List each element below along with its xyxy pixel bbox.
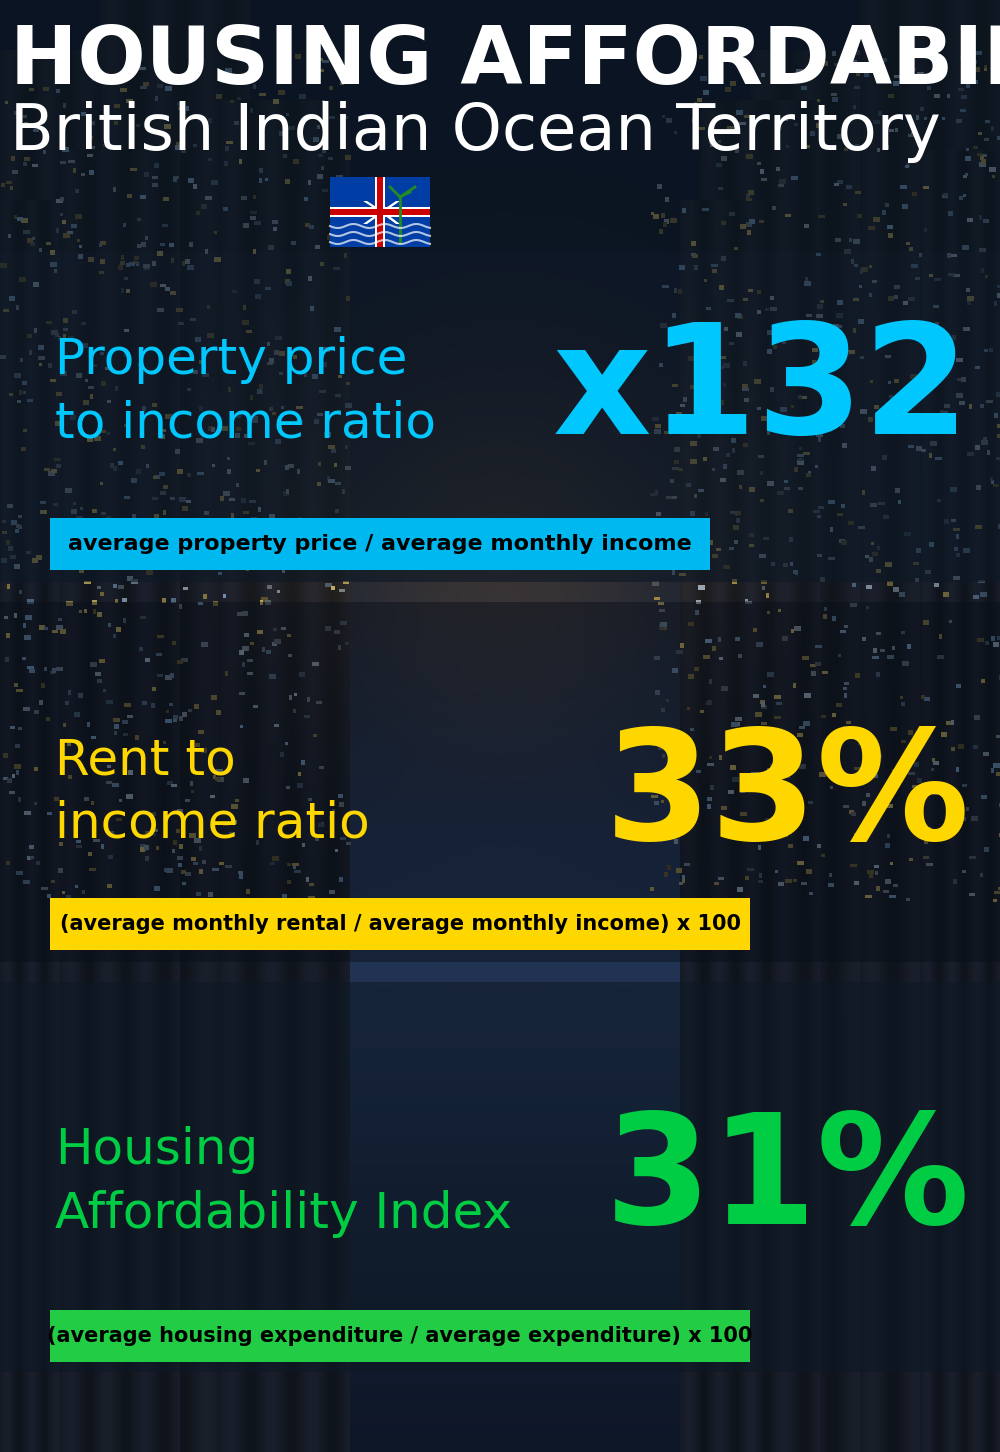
Text: 33%: 33% [604,723,970,871]
Text: (average monthly rental / average monthly income) x 100: (average monthly rental / average monthl… [60,913,740,934]
Bar [50,518,710,571]
Bar [50,897,750,950]
Text: (average housing expenditure / average expenditure) x 100: (average housing expenditure / average e… [47,1326,753,1346]
Polygon shape [363,200,384,212]
Polygon shape [363,212,384,224]
Text: Housing
Affordability Index: Housing Affordability Index [55,1127,512,1237]
Text: Rent to
income ratio: Rent to income ratio [55,736,370,848]
Text: HOUSING AFFORDABILITY: HOUSING AFFORDABILITY [10,23,1000,102]
Bar [0,603,1000,963]
Polygon shape [380,212,400,224]
Text: x132: x132 [553,318,970,466]
Bar [375,177,385,247]
Bar [330,177,430,247]
Polygon shape [380,200,400,212]
Bar [0,982,1000,1372]
Text: British Indian Ocean Territory: British Indian Ocean Territory [10,102,941,163]
Bar [0,0,1000,253]
Bar [50,1310,750,1362]
Text: Property price
to income ratio: Property price to income ratio [55,337,436,447]
Bar [377,177,383,247]
Text: 31%: 31% [604,1108,970,1256]
Text: average property price / average monthly income: average property price / average monthly… [68,534,692,555]
Bar [330,208,430,216]
Bar [330,209,430,215]
Bar [0,253,1000,582]
